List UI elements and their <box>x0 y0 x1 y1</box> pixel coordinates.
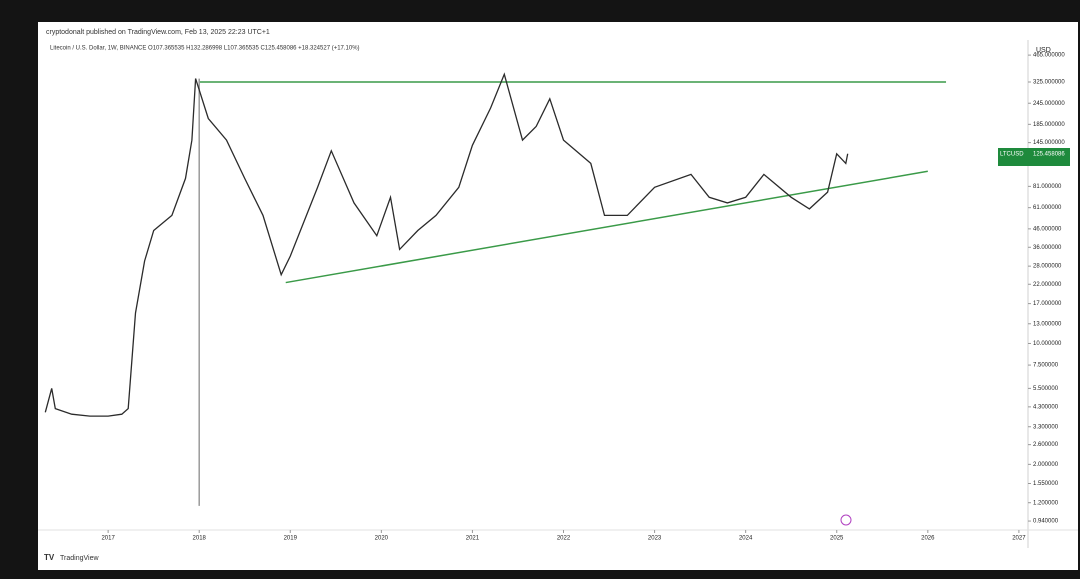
y-tick-label: 1.550000 <box>1033 481 1059 487</box>
x-tick-label: 2027 <box>1012 536 1026 542</box>
y-tick-label: 13.000000 <box>1033 321 1062 327</box>
y-tick-label: 2.600000 <box>1033 442 1059 448</box>
currency-label: USD <box>1036 47 1051 54</box>
y-tick-label: 81.000000 <box>1033 184 1062 190</box>
y-tick-label: 61.000000 <box>1033 205 1062 211</box>
y-tick-label: 185.000000 <box>1033 122 1065 128</box>
x-tick-label: 2020 <box>375 536 389 542</box>
symbol-legend: Litecoin / U.S. Dollar, 1W, BINANCE O107… <box>50 46 360 52</box>
price-label-value: 125.458086 <box>1033 152 1065 158</box>
plot: 465.000000 325.000000 245.000000 185.000000… <box>44 53 1065 542</box>
y-tick-label: 3.300000 <box>1033 424 1059 430</box>
y-tick-label: 5.500000 <box>1033 386 1059 392</box>
y-tick-label: 145.000000 <box>1033 140 1065 146</box>
x-tick-label: 2024 <box>739 536 753 542</box>
y-tick-label: 17.000000 <box>1033 301 1062 307</box>
y-tick-label: 4.300000 <box>1033 404 1059 410</box>
x-tick-label: 2023 <box>648 536 662 542</box>
brand-logo: TV <box>44 553 55 562</box>
y-tick-label: 10.000000 <box>1033 341 1062 347</box>
brand-name: TradingView <box>60 555 99 562</box>
y-tick-label: 465.000000 <box>1033 53 1065 59</box>
y-tick-label: 325.000000 <box>1033 80 1065 86</box>
y-tick-label: 28.000000 <box>1033 264 1062 270</box>
y-tick-label: 0.940000 <box>1033 519 1059 525</box>
y-tick-label: 22.000000 <box>1033 282 1062 288</box>
x-tick-label: 2021 <box>466 536 480 542</box>
event-icon <box>840 514 852 526</box>
x-tick-label: 2018 <box>193 536 207 542</box>
x-tick-label: 2017 <box>101 536 115 542</box>
x-tick-label: 2019 <box>284 536 298 542</box>
y-tick-label: 46.000000 <box>1033 226 1062 232</box>
y-tick-label: 245.000000 <box>1033 101 1065 107</box>
price-line <box>44 72 849 417</box>
price-label-box <box>998 148 1070 166</box>
chart-background <box>38 22 1078 570</box>
y-tick-label: 1.200000 <box>1033 500 1059 506</box>
trend-line <box>285 170 928 284</box>
x-tick-label: 2026 <box>921 536 935 542</box>
y-tick-label: 7.500000 <box>1033 363 1059 369</box>
y-tick-label: 36.000000 <box>1033 245 1062 251</box>
price-label-symbol: LTCUSD <box>1000 152 1024 158</box>
publisher-header: cryptodonalt published on TradingView.co… <box>46 29 270 36</box>
x-tick-label: 2025 <box>830 536 844 542</box>
y-tick-label: 2.000000 <box>1033 462 1059 468</box>
x-tick-label: 2022 <box>557 536 571 542</box>
